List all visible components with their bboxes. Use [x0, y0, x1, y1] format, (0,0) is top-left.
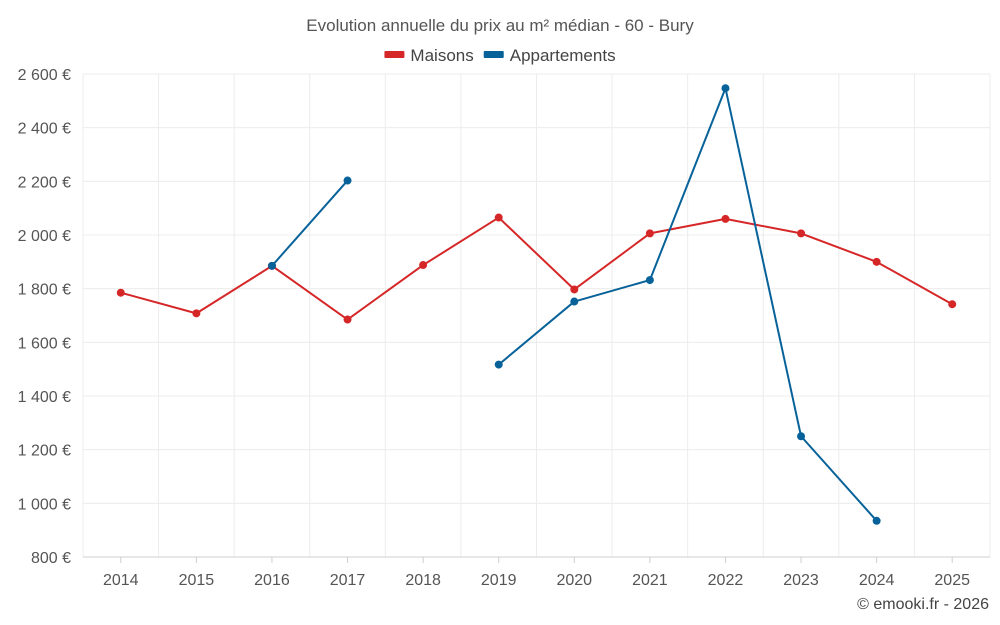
data-point-appartements[interactable]: [570, 297, 579, 306]
series-line-maisons: [120, 216, 953, 321]
data-point-maisons[interactable]: [419, 261, 428, 270]
y-tick-label: 1 200 €: [18, 443, 71, 460]
legend-label-appartements[interactable]: Appartements: [510, 46, 616, 65]
x-tick-label: 2018: [405, 572, 441, 589]
credit-text: © emooki.fr - 2026: [857, 596, 989, 613]
data-point-appartements[interactable]: [645, 276, 654, 285]
data-point-maisons[interactable]: [645, 229, 654, 238]
x-tick-label: 2021: [632, 572, 668, 589]
x-tick-label: 2023: [783, 572, 819, 589]
data-point-maisons[interactable]: [343, 315, 352, 324]
y-tick-label: 1 800 €: [18, 282, 71, 299]
data-point-appartements[interactable]: [343, 176, 352, 185]
y-tick-label: 800 €: [31, 550, 71, 567]
series-line-appartements: [271, 179, 349, 267]
y-tick-label: 1 400 €: [18, 389, 71, 406]
x-tick-label: 2019: [481, 572, 517, 589]
data-point-maisons[interactable]: [116, 288, 125, 297]
x-tick-label: 2025: [934, 572, 970, 589]
x-tick-label: 2022: [708, 572, 744, 589]
data-point-appartements[interactable]: [797, 432, 806, 441]
x-tick-label: 2014: [103, 572, 139, 589]
y-tick-label: 1 000 €: [18, 496, 71, 513]
x-tick-label: 2016: [254, 572, 290, 589]
data-point-maisons[interactable]: [948, 300, 957, 309]
data-point-appartements[interactable]: [494, 360, 503, 369]
legend-swatch-maisons[interactable]: [384, 51, 405, 58]
y-tick-label: 2 200 €: [18, 174, 71, 191]
data-point-maisons[interactable]: [872, 257, 881, 266]
x-tick-label: 2020: [556, 572, 592, 589]
data-point-maisons[interactable]: [494, 213, 503, 222]
data-point-maisons[interactable]: [192, 309, 201, 318]
y-axis: 800 € 1 000 € 1 200 € 1 400 € 1 600 € 1 800 €…: [18, 67, 71, 567]
data-point-maisons[interactable]: [797, 229, 806, 238]
legend: Maisons Appartements: [384, 46, 616, 65]
chart-title: Evolution annuelle du prix au m² médian …: [306, 16, 694, 35]
x-axis: 2014 2015 2016 2017 2018 2019 2020 2021 2022 2023…: [83, 556, 990, 589]
legend-swatch-appartements[interactable]: [483, 51, 504, 58]
y-tick-label: 2 600 €: [18, 67, 71, 84]
data-point-maisons[interactable]: [721, 214, 730, 223]
y-tick-label: 2 400 €: [18, 121, 71, 138]
gridlines: [82, 73, 991, 557]
series-layer: [116, 84, 957, 525]
legend-label-maisons[interactable]: Maisons: [410, 46, 473, 65]
data-point-maisons[interactable]: [570, 285, 579, 294]
x-tick-label: 2017: [330, 572, 366, 589]
data-point-appartements[interactable]: [872, 516, 881, 525]
data-point-appartements[interactable]: [721, 84, 730, 93]
data-point-appartements[interactable]: [267, 261, 276, 270]
y-tick-label: 1 600 €: [18, 335, 71, 352]
series-line-appartements: [498, 87, 878, 522]
y-tick-label: 2 000 €: [18, 228, 71, 245]
x-tick-label: 2015: [179, 572, 215, 589]
x-tick-label: 2024: [859, 572, 895, 589]
